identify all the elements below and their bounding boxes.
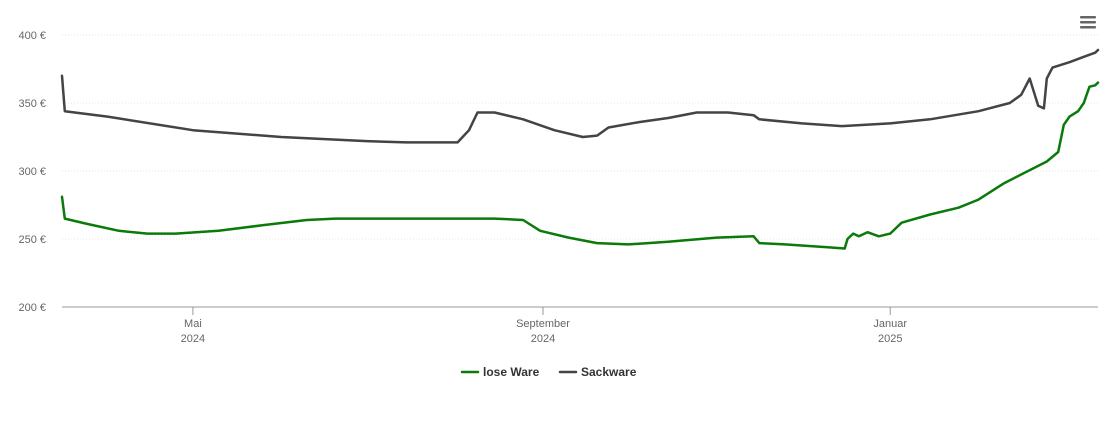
legend-item[interactable]: lose Ware bbox=[460, 365, 540, 379]
x-tick-label-year: 2024 bbox=[531, 333, 555, 345]
x-tick-label-month: September bbox=[516, 318, 570, 330]
legend-label: Sackware bbox=[581, 365, 637, 379]
y-axis-tick-labels: 200 € 250 € 300 € 350 € 400 € bbox=[18, 30, 46, 314]
x-axis-tick-labels: Mai 2024 September 2024 Januar 2025 bbox=[181, 318, 908, 345]
y-tick-label: 200 € bbox=[18, 302, 46, 314]
y-tick-label: 350 € bbox=[18, 98, 46, 110]
series-lines bbox=[60, 48, 1100, 250]
legend-label: lose Ware bbox=[483, 365, 540, 379]
x-tick-label-year: 2024 bbox=[181, 333, 205, 345]
y-tick-label: 250 € bbox=[18, 234, 46, 246]
series-line-sackware bbox=[60, 48, 1100, 144]
x-tick-label-month: Mai bbox=[184, 318, 202, 330]
legend-item[interactable]: Sackware bbox=[558, 365, 637, 379]
series-line-lose-ware bbox=[60, 81, 1100, 250]
x-axis bbox=[62, 306, 1098, 315]
hamburger-menu-icon[interactable] bbox=[1080, 15, 1098, 30]
x-tick-label-month: Januar bbox=[873, 318, 907, 330]
legend: lose Ware Sackware bbox=[460, 365, 637, 379]
y-tick-label: 300 € bbox=[18, 166, 46, 178]
y-tick-label: 400 € bbox=[18, 30, 46, 42]
x-tick-label-year: 2025 bbox=[878, 333, 902, 345]
